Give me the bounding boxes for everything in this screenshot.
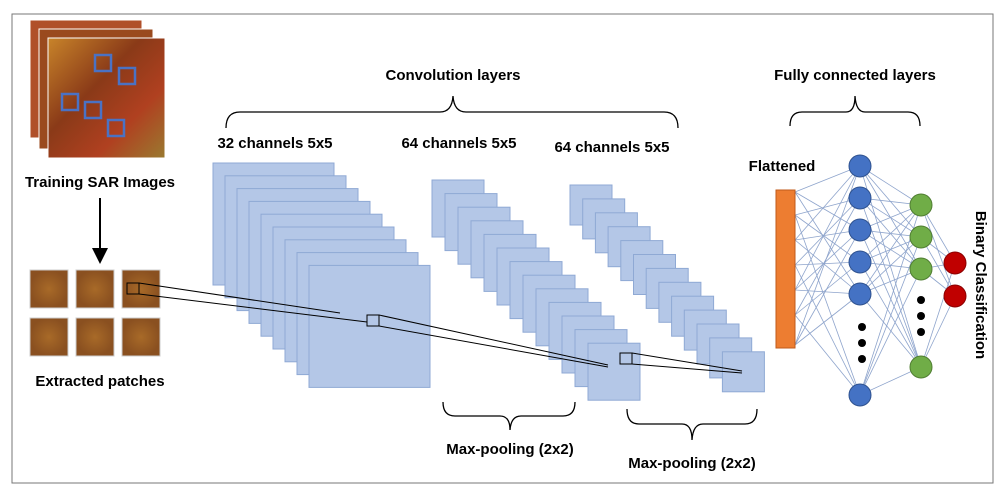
- node: [849, 155, 871, 177]
- node: [849, 283, 871, 305]
- node: [910, 226, 932, 248]
- edge: [860, 294, 921, 367]
- edge: [860, 262, 921, 367]
- dot: [858, 323, 866, 331]
- label: 64 channels 5x5: [401, 135, 516, 152]
- edge: [795, 294, 860, 345]
- label: Max-pooling (2x2): [446, 441, 574, 458]
- node: [849, 219, 871, 241]
- brace: [627, 409, 757, 440]
- dot: [858, 339, 866, 347]
- edge: [795, 215, 860, 395]
- edge: [860, 205, 921, 294]
- label: 32 channels 5x5: [217, 135, 332, 152]
- label: 64 channels 5x5: [554, 139, 669, 156]
- label: Max-pooling (2x2): [628, 455, 756, 472]
- flattened-layer: [776, 190, 795, 348]
- node: [849, 384, 871, 406]
- label: Convolution layers: [385, 67, 520, 84]
- dot: [858, 355, 866, 363]
- node: [910, 194, 932, 216]
- dot: [917, 296, 925, 304]
- brace: [790, 96, 920, 126]
- node: [910, 356, 932, 378]
- node: [944, 285, 966, 307]
- node: [849, 187, 871, 209]
- label: Binary Classification: [972, 211, 989, 359]
- brace: [226, 96, 678, 128]
- label: Flattened: [749, 158, 816, 175]
- edge: [795, 265, 860, 395]
- dot: [917, 312, 925, 320]
- node: [849, 251, 871, 273]
- feature-map: [588, 343, 640, 400]
- edge: [921, 296, 955, 367]
- dot: [917, 328, 925, 336]
- node: [944, 252, 966, 274]
- brace: [443, 402, 575, 430]
- diagram: Training SAR Images Extracted patches Co…: [0, 0, 994, 484]
- label: Training SAR Images: [25, 174, 175, 191]
- label: Fully connected layers: [774, 67, 936, 84]
- edge: [795, 230, 860, 345]
- node: [910, 258, 932, 280]
- label: Extracted patches: [35, 373, 164, 390]
